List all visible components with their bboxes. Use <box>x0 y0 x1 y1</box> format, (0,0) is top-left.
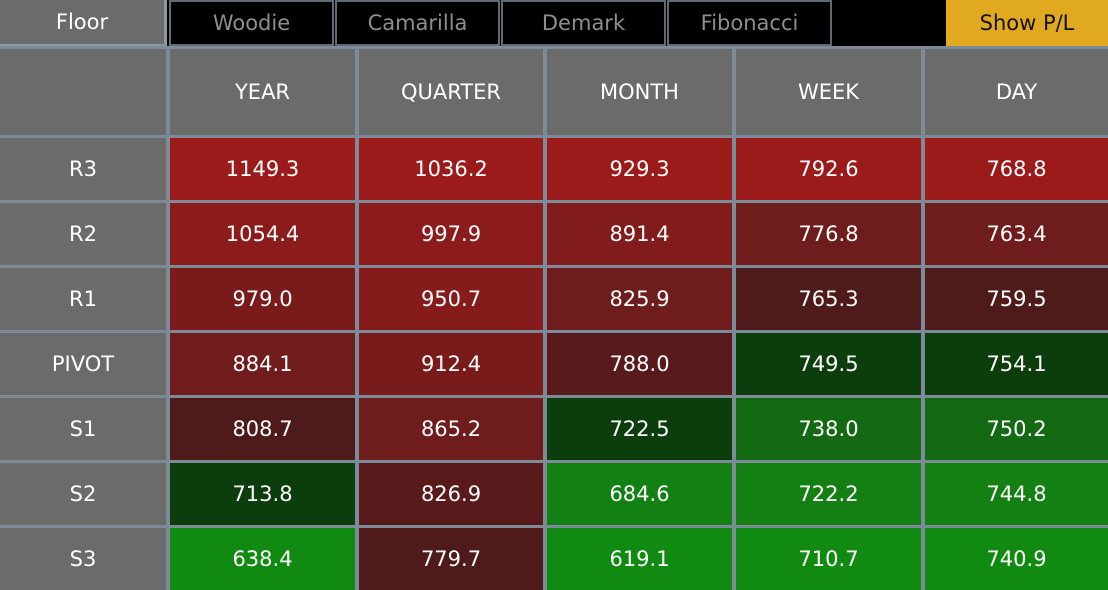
column-header-year[interactable]: YEAR <box>170 49 355 135</box>
column-header-quarter[interactable]: QUARTER <box>359 49 543 135</box>
row-label-s3: S3 <box>0 528 166 590</box>
level-cell-s1-year: 808.7 <box>170 398 355 460</box>
level-cell-s1-week: 738.0 <box>736 398 921 460</box>
tab-fibonacci[interactable]: Fibonacci <box>667 0 832 46</box>
level-cell-s1-month: 722.5 <box>547 398 732 460</box>
row-label-r2: R2 <box>0 203 166 265</box>
level-cell-r1-week: 765.3 <box>736 268 921 330</box>
level-cell-s3-day: 740.9 <box>925 528 1108 590</box>
level-cell-r2-month: 891.4 <box>547 203 732 265</box>
level-cell-r1-quarter: 950.7 <box>359 268 543 330</box>
header-corner <box>0 49 166 135</box>
row-label-pivot: PIVOT <box>0 333 166 395</box>
level-cell-r3-year: 1149.3 <box>170 138 355 200</box>
row-label-r1: R1 <box>0 268 166 330</box>
level-cell-pivot-month: 788.0 <box>547 333 732 395</box>
level-cell-s2-day: 744.8 <box>925 463 1108 525</box>
row-label-s2: S2 <box>0 463 166 525</box>
level-cell-r1-year: 979.0 <box>170 268 355 330</box>
level-cell-r2-quarter: 997.9 <box>359 203 543 265</box>
level-cell-r1-day: 759.5 <box>925 268 1108 330</box>
tab-demark[interactable]: Demark <box>501 0 666 46</box>
level-cell-s2-quarter: 826.9 <box>359 463 543 525</box>
column-header-day[interactable]: DAY <box>925 49 1108 135</box>
level-cell-r2-day: 763.4 <box>925 203 1108 265</box>
column-header-month[interactable]: MONTH <box>547 49 732 135</box>
level-cell-s3-month: 619.1 <box>547 528 732 590</box>
tab-floor[interactable]: Floor <box>0 0 167 46</box>
level-cell-pivot-day: 754.1 <box>925 333 1108 395</box>
pivot-table: YEAR QUARTER MONTH WEEK DAY R3 1149.3 1036.2 929… <box>0 46 1108 590</box>
tab-woodie[interactable]: Woodie <box>169 0 334 46</box>
level-cell-pivot-week: 749.5 <box>736 333 921 395</box>
level-cell-s2-year: 713.8 <box>170 463 355 525</box>
tab-camarilla[interactable]: Camarilla <box>335 0 500 46</box>
level-cell-pivot-quarter: 912.4 <box>359 333 543 395</box>
level-cell-pivot-year: 884.1 <box>170 333 355 395</box>
level-cell-r1-month: 825.9 <box>547 268 732 330</box>
column-header-week[interactable]: WEEK <box>736 49 921 135</box>
level-cell-s3-quarter: 779.7 <box>359 528 543 590</box>
row-label-s1: S1 <box>0 398 166 460</box>
level-cell-s1-day: 750.2 <box>925 398 1108 460</box>
level-cell-r3-week: 792.6 <box>736 138 921 200</box>
show-pl-button[interactable]: Show P/L <box>946 0 1108 46</box>
level-cell-r3-quarter: 1036.2 <box>359 138 543 200</box>
level-cell-s1-quarter: 865.2 <box>359 398 543 460</box>
pivot-method-tabbar: Show P/L Floor Woodie Camarilla Demark Fibon… <box>0 0 1108 48</box>
level-cell-r3-day: 768.8 <box>925 138 1108 200</box>
level-cell-s3-year: 638.4 <box>170 528 355 590</box>
level-cell-s2-month: 684.6 <box>547 463 732 525</box>
level-cell-s2-week: 722.2 <box>736 463 921 525</box>
level-cell-r2-year: 1054.4 <box>170 203 355 265</box>
level-cell-r3-month: 929.3 <box>547 138 732 200</box>
row-label-r3: R3 <box>0 138 166 200</box>
level-cell-s3-week: 710.7 <box>736 528 921 590</box>
level-cell-r2-week: 776.8 <box>736 203 921 265</box>
